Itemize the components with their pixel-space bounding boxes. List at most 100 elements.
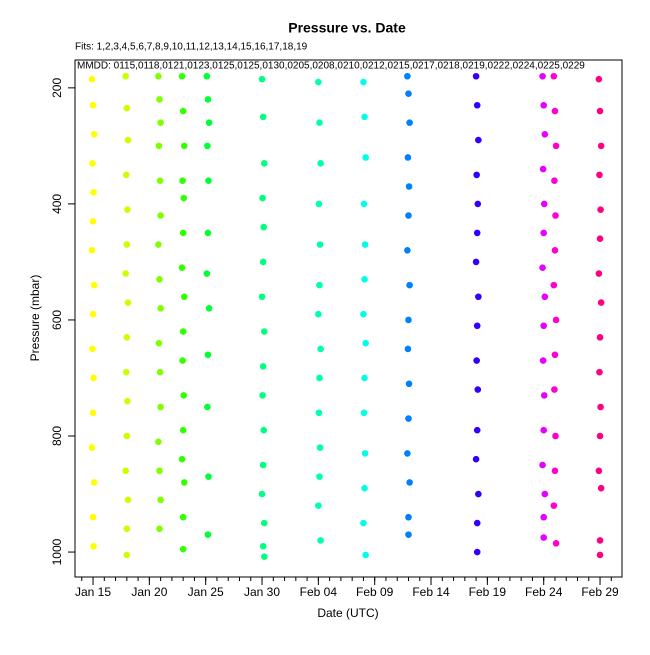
x-tick-label: Jan 30 bbox=[244, 585, 280, 599]
data-point bbox=[204, 229, 212, 237]
data-point bbox=[550, 72, 558, 80]
data-point bbox=[360, 310, 367, 318]
data-point bbox=[89, 513, 97, 521]
data-point bbox=[155, 241, 162, 248]
data-point bbox=[259, 542, 267, 550]
data-point bbox=[552, 142, 560, 150]
data-point bbox=[89, 310, 97, 318]
data-point bbox=[89, 159, 96, 167]
data-point bbox=[203, 72, 211, 80]
data-point bbox=[550, 281, 558, 289]
data-point bbox=[316, 119, 323, 126]
data-point bbox=[405, 316, 412, 324]
data-point bbox=[155, 339, 163, 347]
data-point bbox=[473, 426, 481, 434]
data-point bbox=[473, 519, 481, 527]
data-point bbox=[157, 305, 164, 312]
x-tick-label: Feb 04 bbox=[300, 585, 338, 599]
data-point bbox=[122, 171, 130, 179]
data-point bbox=[540, 513, 547, 521]
data-point bbox=[178, 264, 186, 272]
data-point bbox=[180, 392, 188, 399]
data-point bbox=[596, 551, 604, 559]
data-point bbox=[541, 130, 549, 138]
data-point bbox=[157, 496, 164, 504]
y-tick-label: 400 bbox=[50, 194, 64, 214]
data-point bbox=[180, 293, 188, 301]
data-point bbox=[88, 247, 96, 254]
data-point bbox=[124, 496, 132, 504]
plot-frame bbox=[74, 59, 623, 578]
data-point bbox=[405, 90, 412, 97]
data-point bbox=[316, 281, 323, 289]
data-point bbox=[552, 540, 560, 547]
data-point bbox=[405, 212, 412, 219]
data-point bbox=[361, 484, 368, 492]
data-point bbox=[552, 212, 559, 219]
data-point bbox=[204, 351, 212, 359]
data-point bbox=[362, 154, 369, 161]
y-tick-label: 1000 bbox=[50, 538, 64, 565]
data-point bbox=[89, 101, 97, 109]
data-point bbox=[473, 357, 480, 364]
data-point bbox=[89, 345, 96, 353]
data-point bbox=[551, 351, 559, 359]
data-point bbox=[404, 247, 411, 254]
data-point bbox=[156, 525, 163, 533]
data-point bbox=[472, 258, 480, 266]
data-point bbox=[179, 357, 186, 364]
data-point bbox=[360, 200, 368, 208]
data-point bbox=[472, 455, 480, 463]
data-point bbox=[596, 334, 604, 341]
data-point bbox=[156, 467, 163, 475]
data-point bbox=[317, 159, 324, 167]
data-point bbox=[361, 113, 368, 121]
data-point bbox=[473, 171, 480, 179]
data-point bbox=[123, 432, 131, 440]
data-point bbox=[539, 357, 547, 364]
data-point bbox=[123, 241, 131, 248]
data-point bbox=[204, 531, 212, 538]
data-point bbox=[317, 345, 324, 353]
data-point bbox=[472, 72, 480, 80]
data-point bbox=[551, 247, 559, 254]
data-point bbox=[155, 438, 162, 446]
chart-title: Pressure vs. Date bbox=[288, 20, 406, 36]
data-point bbox=[124, 397, 131, 405]
data-point bbox=[315, 200, 323, 208]
x-tick-label: Feb 19 bbox=[469, 585, 507, 599]
data-point bbox=[156, 368, 164, 376]
data-point bbox=[597, 403, 604, 411]
data-point bbox=[540, 229, 547, 237]
x-tick-label: Jan 25 bbox=[188, 585, 224, 599]
x-tick-label: Feb 14 bbox=[412, 585, 450, 599]
data-point bbox=[474, 200, 482, 208]
data-point bbox=[204, 403, 211, 411]
data-point bbox=[204, 96, 212, 103]
y-tick-label: 200 bbox=[50, 78, 64, 98]
x-axis-label: Date (UTC) bbox=[317, 606, 378, 620]
data-point bbox=[541, 490, 549, 498]
data-point bbox=[179, 107, 187, 115]
data-point bbox=[540, 392, 548, 399]
data-point bbox=[179, 229, 187, 237]
data-point bbox=[473, 322, 481, 330]
x-tick-label: Feb 29 bbox=[581, 585, 619, 599]
data-point bbox=[122, 270, 130, 277]
data-point bbox=[405, 415, 412, 422]
data-point bbox=[540, 534, 547, 541]
data-point bbox=[124, 299, 132, 306]
data-point bbox=[552, 432, 559, 440]
data-point bbox=[316, 444, 324, 451]
data-point bbox=[123, 334, 131, 341]
data-point bbox=[360, 78, 367, 86]
data-point bbox=[595, 75, 603, 83]
data-point bbox=[540, 426, 547, 434]
data-point bbox=[90, 188, 97, 196]
data-point bbox=[260, 426, 268, 434]
data-point bbox=[540, 322, 547, 330]
data-point bbox=[179, 426, 187, 434]
data-point bbox=[596, 432, 604, 440]
y-tick-label: 600 bbox=[50, 310, 64, 330]
